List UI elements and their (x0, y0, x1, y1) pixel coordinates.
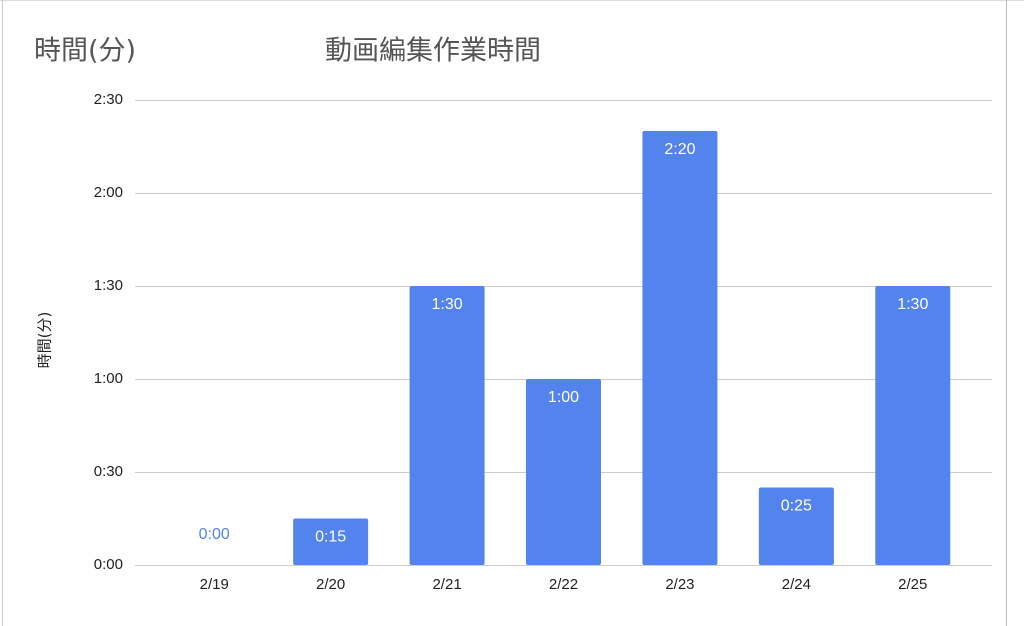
x-tick-label: 2/23 (665, 576, 694, 593)
y-tick-label: 1:30 (94, 277, 123, 294)
chart-subtitle: 時間(分) (34, 36, 136, 67)
value-label: 1:00 (548, 389, 579, 406)
bar (409, 286, 485, 565)
y-axis-label: 時間(分) (36, 312, 54, 369)
bar (875, 286, 951, 565)
bar (758, 487, 834, 565)
bar (293, 518, 369, 565)
x-tick-label: 2/25 (898, 576, 927, 593)
y-tick-label: 2:30 (94, 91, 123, 108)
value-label: 0:15 (315, 529, 346, 546)
value-label: 0:25 (781, 498, 812, 515)
y-tick-label: 0:00 (94, 556, 123, 573)
x-tick-label: 2/19 (200, 576, 229, 593)
value-label: 1:30 (432, 296, 463, 313)
x-tick-label: 2/24 (782, 576, 811, 593)
bar (642, 131, 718, 565)
y-tick-label: 1:00 (94, 370, 123, 387)
value-label: 0:00 (199, 526, 230, 543)
x-tick-label: 2/22 (549, 576, 578, 593)
y-tick-label: 2:00 (94, 184, 123, 201)
y-tick-label: 0:30 (94, 463, 123, 480)
value-label: 1:30 (897, 296, 928, 313)
x-tick-label: 2/20 (316, 576, 345, 593)
bar (526, 379, 601, 565)
chart-title: 動画編集作業時間 (325, 36, 541, 67)
x-tick-label: 2/21 (432, 576, 461, 593)
value-label: 2:20 (664, 141, 695, 158)
